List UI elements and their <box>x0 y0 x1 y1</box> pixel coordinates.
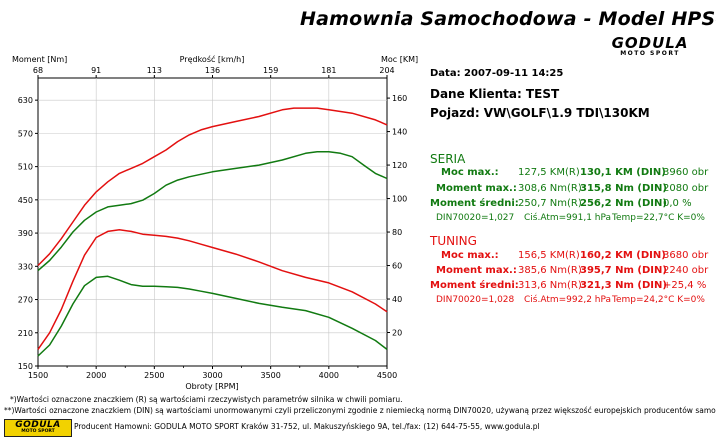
x-tick-label: 4500 <box>377 371 397 380</box>
x-tick-label: 2500 <box>144 371 164 380</box>
seria-torque-r: 308,6 Nm(R) <box>518 183 582 194</box>
tuning-torque-r: 385,6 Nm(R) <box>518 265 582 276</box>
seria-torque-din: 315,8 Nm (DIN) <box>580 183 667 194</box>
tuning-torque-label: Moment max.: <box>436 265 517 276</box>
tuning-din: DIN70020=1,028 <box>436 295 515 305</box>
page-title: Hamownia Samochodowa - Model HPS-O <box>300 8 716 30</box>
y-left-tick-label: 570 <box>18 129 33 138</box>
seria-temp: Temp=22,7°C K=0% <box>612 213 705 223</box>
tuning-avg-r: 313,6 Nm(R) <box>518 280 582 291</box>
logo-wordmark: GODULA <box>611 34 689 52</box>
x2-tick-label: 68 <box>33 66 43 75</box>
x-tick-label: 4000 <box>319 371 339 380</box>
tuning-torque-rpm: 2240 obr <box>663 265 709 276</box>
y-left-tick-label: 210 <box>18 329 33 338</box>
godula-logo-small: GODULA MOTO SPORT <box>4 419 72 437</box>
y-right-tick-label: 80 <box>392 228 402 237</box>
logo-subtitle-small: MOTO SPORT <box>21 429 55 434</box>
producer-info: Producent Hamowni: GODULA MOTO SPORT Kra… <box>74 422 540 431</box>
y-left-tick-label: 390 <box>18 229 33 238</box>
x-tick-label: 3000 <box>202 371 222 380</box>
vehicle-name: Pojazd: VW\GOLF\1.9 TDI\130KM <box>430 106 650 120</box>
seria-power-label: Moc max.: <box>441 167 499 178</box>
y-left-tick-label: 450 <box>18 196 33 205</box>
tuning-temp: Temp=24,2°C K=0% <box>612 295 705 305</box>
tuning-power-r: 156,5 KM(R) <box>518 250 580 261</box>
seria-avg-r: 250,7 Nm(R) <box>518 198 582 209</box>
tuning-power-line <box>37 107 388 267</box>
seria-power-rpm: 3960 obr <box>663 167 709 178</box>
tuning-power-rpm: 3680 obr <box>663 250 709 261</box>
seria-atm: Ciś.Atm=991,1 hPa <box>524 213 612 223</box>
x2-tick-label: 204 <box>379 66 394 75</box>
footnote-din: **)Wartości oznaczone znaczkiem (DIN) są… <box>4 406 716 415</box>
logo-wordmark-small: GODULA <box>15 420 61 430</box>
tuning-avg-label: Moment średni: <box>430 280 519 291</box>
x2-tick-label: 91 <box>91 66 101 75</box>
tuning-torque-line <box>37 229 388 350</box>
x2-axis-title: Prędkość [km/h] <box>180 54 245 64</box>
x2-tick-label: 159 <box>263 66 278 75</box>
y-left-tick-label: 270 <box>18 296 33 305</box>
y-right-tick-label: 40 <box>392 295 402 304</box>
footnote-r: *)Wartości oznaczone znaczkiem (R) są wa… <box>10 395 403 404</box>
godula-logo: GODULA MOTO SPORT <box>596 34 704 57</box>
x2-tick-label: 181 <box>321 66 336 75</box>
y-right-tick-label: 100 <box>392 195 407 204</box>
y-left-tick-label: 510 <box>18 163 33 172</box>
seria-avg-diff: 0,0 % <box>663 198 692 209</box>
seria-power-line <box>37 150 388 272</box>
seria-din: DIN70020=1,027 <box>436 213 515 223</box>
client-name: Dane Klienta: TEST <box>430 87 560 101</box>
y-left-tick-label: 330 <box>18 262 33 271</box>
seria-heading: SERIA <box>430 152 466 166</box>
y-right-tick-label: 60 <box>392 262 402 271</box>
tuning-power-din: 160,2 KM (DIN) <box>580 250 666 261</box>
seria-power-r: 127,5 KM(R) <box>518 167 580 178</box>
seria-avg-label: Moment średni: <box>430 198 519 209</box>
test-date: Data: 2007-09-11 14:25 <box>430 68 564 79</box>
logo-subtitle: MOTO SPORT <box>620 50 680 57</box>
tuning-power-label: Moc max.: <box>441 250 499 261</box>
tuning-avg-din: 321,3 Nm (DIN) <box>580 280 667 291</box>
y-right-tick-label: 20 <box>392 329 402 338</box>
y-left-tick-label: 150 <box>18 362 33 371</box>
seria-torque-line <box>37 275 388 357</box>
tuning-heading: TUNING <box>430 234 477 248</box>
x-tick-label: 2000 <box>86 371 106 380</box>
seria-torque-rpm: 2080 obr <box>663 183 709 194</box>
tuning-torque-din: 395,7 Nm (DIN) <box>580 265 667 276</box>
x-tick-label: 1500 <box>28 371 48 380</box>
x2-tick-label: 136 <box>205 66 220 75</box>
y-right-tick-label: 120 <box>392 161 407 170</box>
x-axis-title: Obroty [RPM] <box>185 382 238 391</box>
seria-torque-label: Moment max.: <box>436 183 517 194</box>
y-right-tick-label: 160 <box>392 94 407 103</box>
y-left-axis-title: Moment [Nm] <box>12 55 67 64</box>
y-right-tick-label: 140 <box>392 128 407 137</box>
tuning-avg-diff: +25,4 % <box>663 280 707 291</box>
seria-power-din: 130,1 KM (DIN) <box>580 167 666 178</box>
y-right-axis-title: Moc [KM] <box>381 55 418 64</box>
y-left-tick-label: 630 <box>18 96 33 105</box>
seria-avg-din: 256,2 Nm (DIN) <box>580 198 667 209</box>
x-tick-label: 3500 <box>260 371 280 380</box>
tuning-atm: Ciś.Atm=992,2 hPa <box>524 295 612 305</box>
x2-tick-label: 113 <box>147 66 162 75</box>
